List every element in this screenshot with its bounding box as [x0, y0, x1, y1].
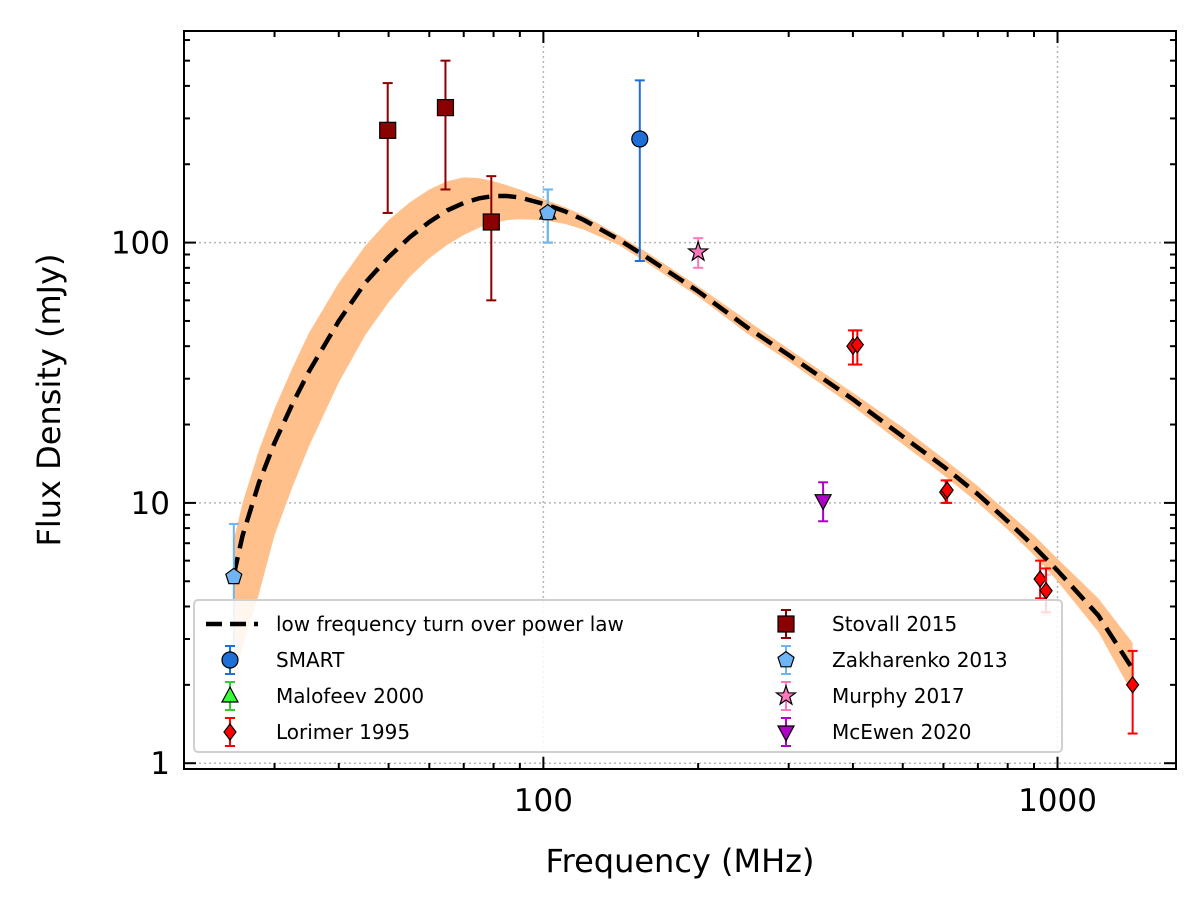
zakharenko-2013-point [225, 567, 243, 585]
legend-label-mcewen-2020: McEwen 2020 [832, 720, 971, 744]
model-curve-line [231, 193, 1135, 671]
lorimer-1995-point [1039, 581, 1053, 600]
lorimer-1995-point [1125, 675, 1140, 694]
y-tick-label: 100 [111, 226, 170, 262]
stovall-2015-error-bar [382, 82, 393, 214]
legend-marker-zakharenko-2013 [777, 650, 795, 668]
mcewen-2020-point [814, 494, 833, 511]
legend-label-zakharenko-2013: Zakharenko 2013 [832, 648, 1008, 672]
x-tick-label: 1000 [1018, 783, 1097, 819]
legend-marker-smart [221, 651, 239, 669]
lorimer-1995-point [850, 335, 865, 354]
tick-labels: 100 1000 1 10 100 [111, 226, 1097, 819]
legend-marker-stovall-2015 [777, 615, 795, 633]
chart-legend: low frequency turn over power law SMART Ma… [193, 599, 1063, 753]
y-tick-label: 1 [150, 746, 170, 782]
legend-label-murphy-2017: Murphy 2017 [832, 684, 965, 708]
lorimer-1995-point [940, 481, 954, 500]
murphy-2017-point [686, 240, 710, 262]
stovall-2015-point [482, 213, 500, 231]
stovall-2015-point [436, 99, 455, 117]
legend-marker-lorimer-1995 [223, 723, 237, 741]
y-tick-label: 10 [131, 486, 170, 522]
legend-label-low-frequency-turn-over-power-law: low frequency turn over power law [276, 612, 624, 636]
plot-frame [183, 30, 1177, 770]
legend-box [193, 599, 1063, 753]
lorimer-1995-point [1033, 570, 1047, 588]
y-axis-title: Flux Density (mJy) [30, 253, 68, 546]
smart-error-bar [634, 79, 645, 262]
legend-label-stovall-2015: Stovall 2015 [832, 612, 957, 636]
legend-label-malofeev-2000: Malofeev 2000 [276, 684, 424, 708]
x-axis-title: Frequency (MHz) [546, 842, 815, 880]
x-tick-label: 100 [514, 783, 573, 819]
legend-marker-malofeev-2000 [220, 685, 240, 703]
zakharenko-2013-point [539, 203, 557, 221]
axis-ticks [184, 31, 1176, 769]
stovall-2015-error-bar [486, 175, 497, 302]
legend-marker-murphy-2017 [774, 684, 798, 706]
stovall-2015-error-bar [440, 59, 451, 191]
legend-label-lorimer-1995: Lorimer 1995 [276, 720, 410, 744]
smart-point [631, 130, 649, 148]
legend-label-smart: SMART [276, 648, 345, 672]
stovall-2015-point [379, 121, 397, 139]
legend-marker-mcewen-2020 [776, 725, 796, 743]
